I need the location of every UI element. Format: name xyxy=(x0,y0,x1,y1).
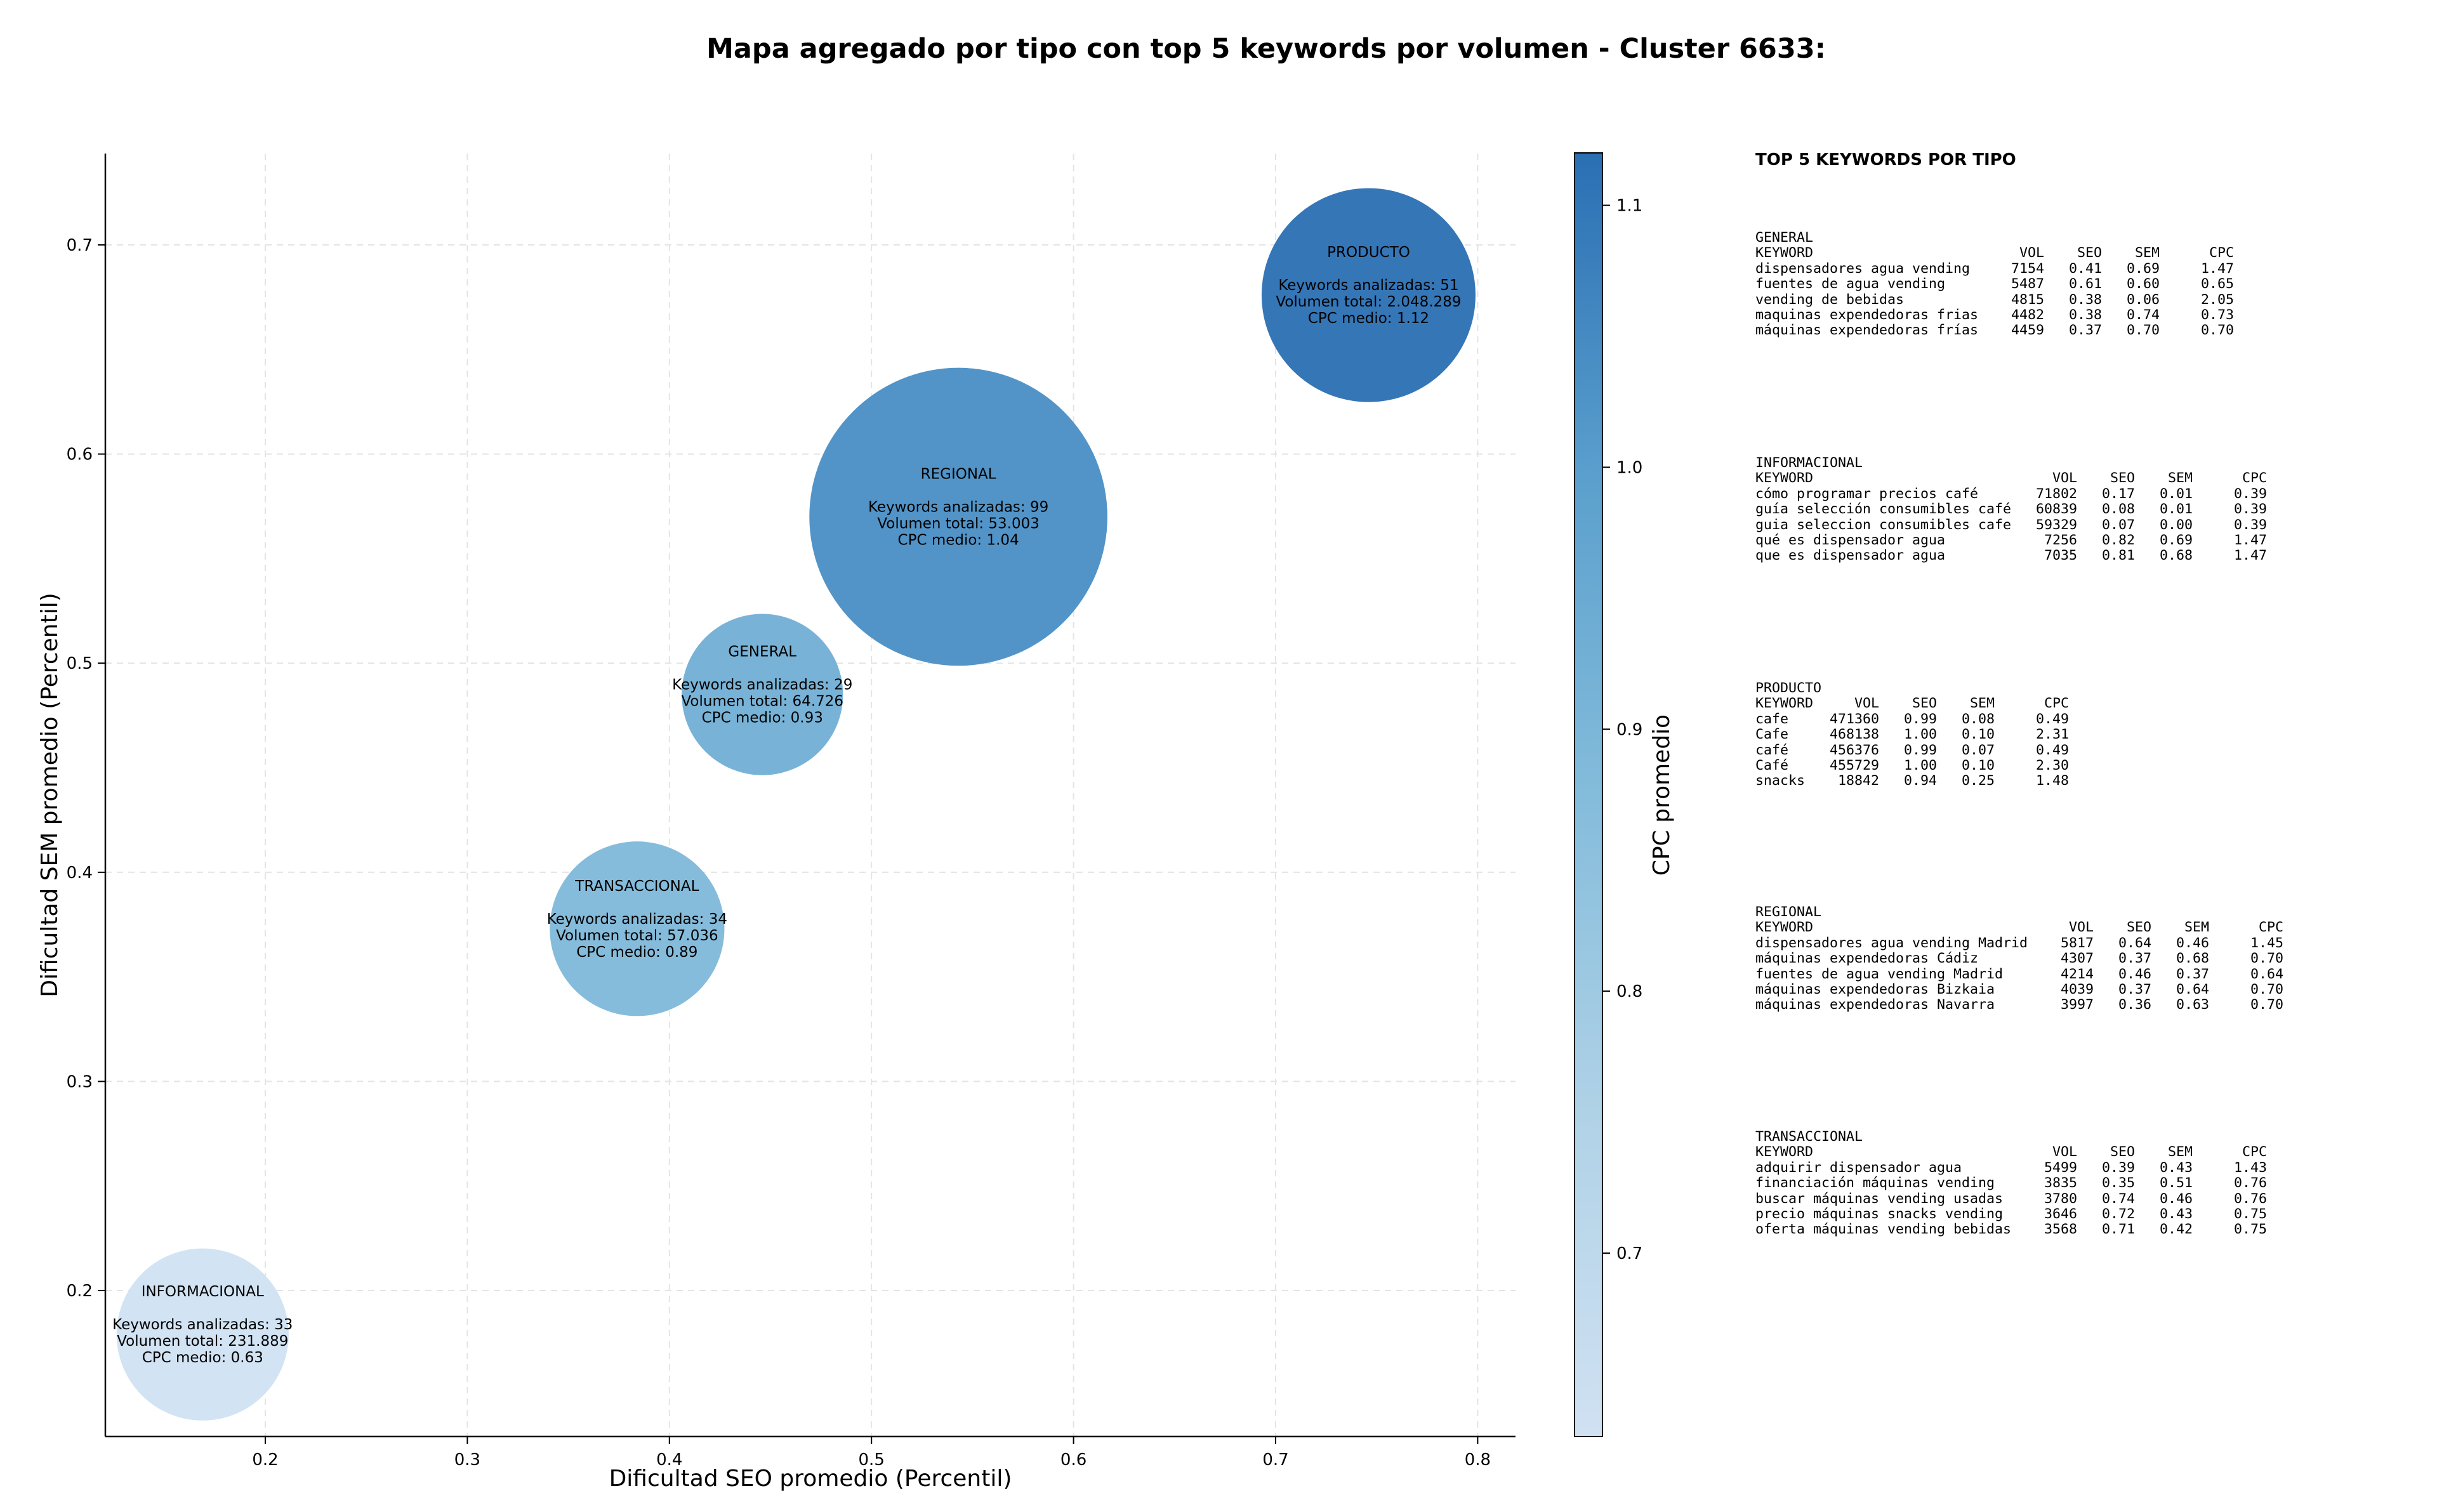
chart-title: Mapa agregado por tipo con top 5 keyword… xyxy=(706,33,1826,65)
keyword-table-row: máquinas expendedoras frías 4459 0.37 0.… xyxy=(1755,322,2235,339)
bubble-stat: CPC medio: 1.04 xyxy=(898,532,1019,548)
colorbar-tick-label: 0.8 xyxy=(1616,982,1642,1001)
keyword-table-row: financiación máquinas vending 3835 0.35 … xyxy=(1755,1175,2268,1192)
keyword-table-row: que es dispensador agua 7035 0.81 0.68 1… xyxy=(1755,548,2268,564)
keyword-table-heading: GENERAL xyxy=(1755,230,1814,246)
colorbar-gradient xyxy=(1574,152,1603,1437)
bubble-stat: Volumen total: 57.036 xyxy=(556,928,718,944)
bubble-title: GENERAL xyxy=(728,644,796,661)
keyword-table-header: KEYWORD VOL SEO SEM CPC xyxy=(1755,919,2284,936)
bubble-stat: CPC medio: 0.93 xyxy=(702,710,823,726)
keyword-table-transaccional: TRANSACCIONAL KEYWORD VOL SEO SEM CPC adqu… xyxy=(1755,1129,2267,1238)
y-tick-label: 0.3 xyxy=(67,1072,93,1091)
bubble-stat: Volumen total: 231.889 xyxy=(117,1333,288,1350)
keyword-table-row: vending de bebidas 4815 0.38 0.06 2.05 xyxy=(1755,291,2235,308)
grid-lines xyxy=(105,154,1516,1436)
colorbar: 0.7 0.8 0.9 1.0 1.1 CPC promedio xyxy=(1574,152,1675,1437)
bubble-stat: Keywords analizadas: 34 xyxy=(547,911,727,928)
y-tick-label: 0.6 xyxy=(67,445,93,464)
keyword-table-heading: REGIONAL xyxy=(1755,904,1822,920)
bubble-informacional xyxy=(116,1248,289,1421)
colorbar-tick-label: 0.9 xyxy=(1616,720,1642,739)
keyword-table-row: guia seleccion consumibles cafe 59329 0.… xyxy=(1755,516,2268,533)
bubble-stat: Volumen total: 53.003 xyxy=(877,515,1040,532)
keyword-table-row: dispensadores agua vending 7154 0.41 0.6… xyxy=(1755,260,2235,277)
keyword-table-general: GENERAL KEYWORD VOL SEO SEM CPC dispensado… xyxy=(1755,230,2234,339)
keyword-table-header: KEYWORD VOL SEO SEM CPC xyxy=(1755,1144,2268,1160)
bubble-general xyxy=(682,614,843,775)
keyword-table-heading: TRANSACCIONAL xyxy=(1755,1129,1863,1145)
y-tick-label: 0.2 xyxy=(67,1282,93,1301)
keyword-table-row: guía selección consumibles café 60839 0.… xyxy=(1755,501,2268,518)
x-tick-label: 0.2 xyxy=(252,1450,278,1469)
bubble-stat: Keywords analizadas: 51 xyxy=(1278,277,1458,294)
x-tick-label: 0.8 xyxy=(1465,1450,1491,1469)
keyword-table-row: cómo programar precios café 71802 0.17 0… xyxy=(1755,485,2268,502)
x-tick-label: 0.7 xyxy=(1262,1450,1288,1469)
keyword-table-row: máquinas expendedoras Bizkaia 4039 0.37 … xyxy=(1755,982,2284,998)
bubble-title: PRODUCTO xyxy=(1327,244,1410,261)
keyword-table-heading: INFORMACIONAL xyxy=(1755,455,1863,471)
colorbar-label: CPC promedio xyxy=(1649,714,1675,876)
x-tick-label: 0.4 xyxy=(656,1450,682,1469)
x-tick-label: 0.3 xyxy=(454,1450,480,1469)
keyword-table-row: cafe 471360 0.99 0.08 0.49 xyxy=(1755,711,2070,727)
y-tick-label: 0.5 xyxy=(67,654,93,673)
bubble-stat: Keywords analizadas: 99 xyxy=(868,499,1048,515)
keyword-table-row: maquinas expendedoras frias 4482 0.38 0.… xyxy=(1755,307,2235,324)
bubble-title: INFORMACIONAL xyxy=(142,1284,264,1300)
colorbar-tick-label: 1.1 xyxy=(1616,197,1642,216)
keyword-table-producto: PRODUCTO KEYWORD VOL SEO SEM CPC cafe 4713… xyxy=(1755,680,2070,789)
bubble-stat: Keywords analizadas: 29 xyxy=(672,677,852,694)
axes: 0.2 0.3 0.4 0.5 0.6 0.7 0.8 0.2 0.3 0.4 0.5 0.6 0.7 D… xyxy=(37,154,1516,1492)
colorbar-tick-label: 1.0 xyxy=(1616,458,1642,477)
top-keywords-panel: TOP 5 KEYWORDS POR TIPO GENERAL KEYWORD V… xyxy=(1755,150,2422,1237)
keyword-table-row: precio máquinas snacks vending 3646 0.72… xyxy=(1755,1206,2268,1223)
keyword-table-informacional: INFORMACIONAL KEYWORD VOL SEO SEM CPC cómo… xyxy=(1755,455,2268,564)
y-tick-label: 0.7 xyxy=(67,236,93,255)
keyword-table-header: KEYWORD VOL SEO SEM CPC xyxy=(1755,695,2070,712)
x-tick-label: 0.6 xyxy=(1060,1450,1086,1469)
y-tick-label: 0.4 xyxy=(67,864,93,883)
bubble-producto xyxy=(1261,188,1476,402)
colorbar-tick-label: 0.7 xyxy=(1616,1244,1642,1263)
bubble-stat: CPC medio: 1.12 xyxy=(1308,310,1429,327)
bubble-stat: Volumen total: 2.048.289 xyxy=(1276,294,1461,310)
keyword-table-regional: REGIONAL KEYWORD VOL SEO SEM CPC dispensad… xyxy=(1755,904,2284,1013)
keyword-table-row: snacks 18842 0.94 0.25 1.48 xyxy=(1755,773,2070,789)
bubble-stat: Volumen total: 64.726 xyxy=(681,694,843,710)
bubble-title: REGIONAL xyxy=(921,466,996,482)
bubble-transaccional xyxy=(550,841,725,1016)
x-tick-label: 0.5 xyxy=(859,1450,885,1469)
bubble-stat: CPC medio: 0.89 xyxy=(576,944,697,961)
top-keywords-title: TOP 5 KEYWORDS POR TIPO xyxy=(1755,150,2016,169)
bubble-stat: Keywords analizadas: 33 xyxy=(112,1317,293,1333)
keyword-table-row: oferta máquinas vending bebidas 3568 0.7… xyxy=(1755,1221,2268,1238)
keyword-table-row: máquinas expendedoras Navarra 3997 0.36 … xyxy=(1755,997,2284,1013)
keyword-table-row: máquinas expendedoras Cádiz 4307 0.37 0.… xyxy=(1755,950,2284,967)
bubble-regional xyxy=(809,367,1107,666)
keyword-table-row: fuentes de agua vending 5487 0.61 0.60 0… xyxy=(1755,276,2235,293)
bubbles xyxy=(116,188,1476,1421)
keyword-table-row: qué es dispensador agua 7256 0.82 0.69 1… xyxy=(1755,532,2268,549)
keyword-table-heading: PRODUCTO xyxy=(1755,680,1822,696)
x-axis-label: Dificultad SEO promedio (Percentil) xyxy=(609,1466,1012,1492)
keyword-table-row: dispensadores agua vending Madrid 5817 0… xyxy=(1755,935,2284,951)
bubble-title: TRANSACCIONAL xyxy=(574,878,699,895)
keyword-table-header: KEYWORD VOL SEO SEM CPC xyxy=(1755,470,2268,487)
keyword-table-row: buscar máquinas vending usadas 3780 0.74… xyxy=(1755,1190,2268,1207)
keyword-table-row: café 456376 0.99 0.07 0.49 xyxy=(1755,742,2070,758)
keyword-table-row: adquirir dispensador agua 5499 0.39 0.43… xyxy=(1755,1159,2268,1176)
keyword-table-row: Café 455729 1.00 0.10 2.30 xyxy=(1755,758,2070,774)
keyword-table-row: Cafe 468138 1.00 0.10 2.31 xyxy=(1755,726,2070,743)
bubble-stat: CPC medio: 0.63 xyxy=(142,1350,263,1366)
y-axis-label: Dificultad SEM promedio (Percentil) xyxy=(37,593,63,997)
keyword-table-row: fuentes de agua vending Madrid 4214 0.46… xyxy=(1755,966,2284,982)
keyword-table-header: KEYWORD VOL SEO SEM CPC xyxy=(1755,245,2235,261)
